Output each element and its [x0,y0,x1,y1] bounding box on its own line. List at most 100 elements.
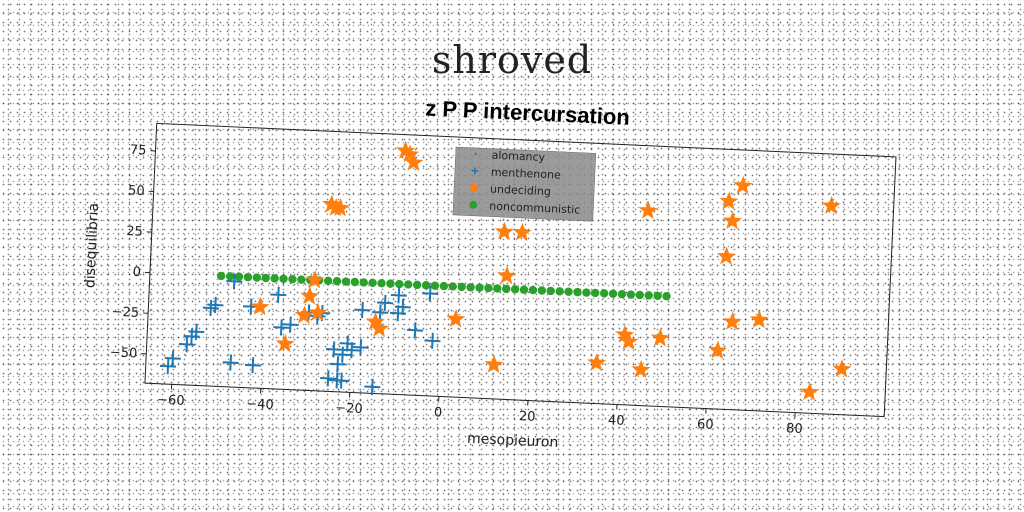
noncommunistic-point [412,280,422,290]
menthenone-point [282,316,299,333]
undeciding-point [615,324,635,344]
menthenone-point [407,322,424,339]
menthenone-point [178,336,195,353]
x-tick-label: 20 [519,409,536,425]
y-tick-label: 25 [126,224,143,240]
noncommunistic-point [475,283,484,292]
undeciding-point [749,309,769,329]
undeciding-point [484,354,504,374]
legend-marker-noncommunistic [469,200,478,209]
noncommunistic-point [430,281,440,290]
noncommunistic-point [662,291,671,301]
noncommunistic-point [270,274,279,283]
x-tick-label: 80 [786,421,803,437]
noncommunistic-point [404,280,413,289]
undeciding-point [404,152,424,172]
menthenone-point [207,296,224,313]
undeciding-point [800,382,820,401]
menthenone-point [273,319,290,336]
menthenone-point [226,273,243,290]
noncommunistic-point [323,276,333,285]
noncommunistic-point [626,290,636,299]
menthenone-point [394,298,411,315]
noncommunistic-point [537,286,547,295]
noncommunistic-point [350,277,359,287]
y-tick-label: 75 [130,143,147,159]
x-tick-label: −20 [335,401,363,417]
legend-marker-alomancy [474,152,477,156]
menthenone-point [325,341,342,358]
noncommunistic-point [234,272,244,281]
undeciding-point [733,175,753,195]
legend-label: menthenone [491,166,562,182]
noncommunistic-point [297,275,306,284]
noncommunistic-point [608,289,618,298]
undeciding-point [512,222,532,242]
menthenone-point [164,350,181,367]
noncommunistic-point [261,273,270,283]
undeciding-point [497,265,517,285]
noncommunistic-point [653,291,662,300]
y-tick-label: 50 [128,183,145,199]
undeciding-point [631,359,651,379]
menthenone-point [270,286,287,303]
legend-label: undeciding [490,183,551,199]
noncommunistic-point [448,282,457,291]
undeciding-point [294,305,314,324]
noncommunistic-point [644,291,653,300]
data-marks [159,140,852,401]
y-axis-label: disequilibria [82,203,102,289]
menthenone-point [424,332,441,349]
axis-ticks: −60 −40 −20 0 20 40 60 80 −50 −25 0 25 50 75 [110,143,803,437]
undeciding-point [330,198,350,217]
noncommunistic-point [395,279,404,289]
noncommunistic-point [279,274,288,283]
noncommunistic-point [555,287,564,296]
noncommunistic-point [457,282,466,292]
plot-area-frame [144,122,897,418]
noncommunistic-point [528,285,538,295]
x-tick-label: −60 [157,393,185,409]
undeciding-point [300,286,320,305]
noncommunistic-point [484,283,493,293]
undeciding-point [396,140,416,160]
undeciding-point [370,318,390,338]
noncommunistic-point [502,284,511,294]
undeciding-point [275,333,295,353]
noncommunistic-point [582,288,591,297]
undeciding-point [708,340,728,359]
menthenone-point [222,354,239,371]
undeciding-point [494,221,514,241]
menthenone-point [159,358,177,375]
noncommunistic-point [332,276,342,286]
undeciding-point [821,196,841,215]
menthenone-point [320,370,337,387]
y-tick-label: −50 [110,345,138,361]
noncommunistic-point [377,279,386,288]
noncommunistic-point [635,290,645,300]
menthenone-point [352,339,369,356]
noncommunistic-point [217,271,226,281]
noncommunistic-point [252,273,262,282]
menthenone-point [244,357,261,374]
noncommunistic-point [519,285,529,294]
noncommunistic-point [591,288,600,298]
undeciding-point [650,328,670,347]
x-axis-label: mesopieuron [467,431,559,451]
x-tick-label: 60 [697,417,714,433]
x-tick-label: 0 [434,405,443,420]
menthenone-point [334,346,351,363]
noncommunistic-point [386,279,395,288]
undeciding-point [400,144,420,163]
undeciding-point [719,191,739,210]
noncommunistic-point [564,287,573,296]
undeciding-point [832,359,852,378]
noncommunistic-point [546,286,555,296]
undeciding-point [446,309,466,328]
noncommunistic-point [243,272,253,282]
noncommunistic-point [439,281,449,291]
noncommunistic-point [617,289,627,299]
noncommunistic-point [368,278,377,288]
undeciding-point [305,270,325,289]
